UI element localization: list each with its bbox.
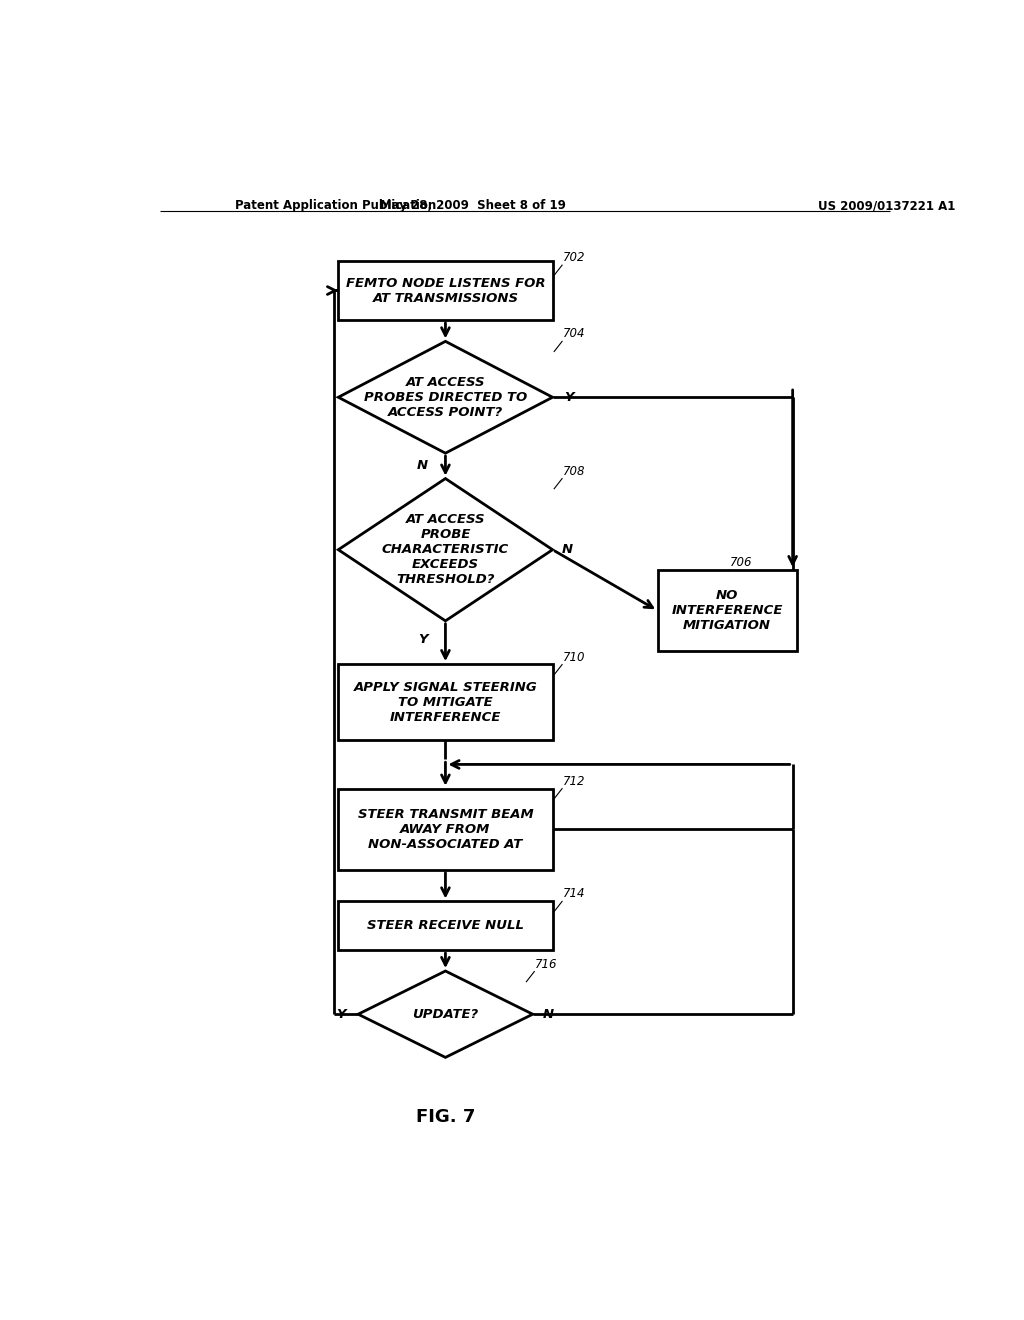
Text: UPDATE?: UPDATE? (413, 1007, 478, 1020)
Text: 716: 716 (536, 957, 558, 970)
Text: 704: 704 (563, 327, 586, 341)
Text: 702: 702 (563, 251, 586, 264)
Text: FEMTO NODE LISTENS FOR
AT TRANSMISSIONS: FEMTO NODE LISTENS FOR AT TRANSMISSIONS (346, 276, 545, 305)
Text: APPLY SIGNAL STEERING
TO MITIGATE
INTERFERENCE: APPLY SIGNAL STEERING TO MITIGATE INTERF… (353, 681, 538, 723)
Text: US 2009/0137221 A1: US 2009/0137221 A1 (818, 199, 955, 213)
Text: N: N (543, 1007, 553, 1020)
Text: N: N (417, 459, 428, 473)
Text: 714: 714 (563, 887, 586, 900)
Text: NO
INTERFERENCE
MITIGATION: NO INTERFERENCE MITIGATION (672, 589, 783, 632)
Text: 710: 710 (563, 651, 586, 664)
FancyBboxPatch shape (338, 664, 553, 741)
FancyBboxPatch shape (338, 902, 553, 950)
Text: FIG. 7: FIG. 7 (416, 1107, 475, 1126)
Text: 708: 708 (563, 465, 586, 478)
Text: Y: Y (419, 634, 428, 645)
Text: Y: Y (337, 1007, 346, 1020)
Text: Y: Y (564, 391, 574, 404)
Polygon shape (338, 479, 553, 620)
Polygon shape (358, 972, 532, 1057)
Text: May 28, 2009  Sheet 8 of 19: May 28, 2009 Sheet 8 of 19 (380, 199, 566, 213)
Text: STEER TRANSMIT BEAM
AWAY FROM
NON-ASSOCIATED AT: STEER TRANSMIT BEAM AWAY FROM NON-ASSOCI… (357, 808, 534, 850)
Text: 712: 712 (563, 775, 586, 788)
Polygon shape (338, 342, 553, 453)
Text: STEER RECEIVE NULL: STEER RECEIVE NULL (367, 919, 524, 932)
Text: AT ACCESS
PROBES DIRECTED TO
ACCESS POINT?: AT ACCESS PROBES DIRECTED TO ACCESS POIN… (364, 376, 527, 418)
Text: 706: 706 (729, 556, 752, 569)
FancyBboxPatch shape (657, 570, 797, 651)
Text: Patent Application Publication: Patent Application Publication (236, 199, 436, 213)
FancyBboxPatch shape (338, 261, 553, 319)
Text: AT ACCESS
PROBE
CHARACTERISTIC
EXCEEDS
THRESHOLD?: AT ACCESS PROBE CHARACTERISTIC EXCEEDS T… (382, 513, 509, 586)
FancyBboxPatch shape (338, 788, 553, 870)
Text: N: N (562, 544, 573, 556)
